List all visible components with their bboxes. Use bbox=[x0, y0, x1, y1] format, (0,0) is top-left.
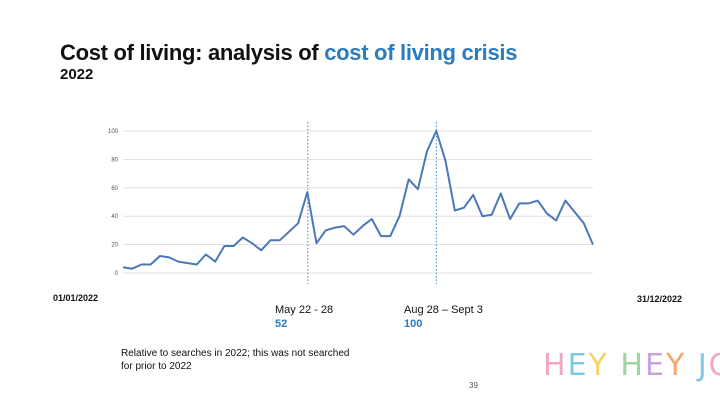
y-tick-label-20: 20 bbox=[111, 243, 118, 249]
slide-title: Cost of living: analysis of cost of livi… bbox=[60, 40, 517, 66]
logo-letter bbox=[609, 348, 621, 383]
title-accent: cost of living crisis bbox=[324, 40, 518, 65]
y-tick-label-0: 0 bbox=[115, 271, 119, 277]
y-tick-label-40: 40 bbox=[111, 214, 118, 220]
logo-letter: J bbox=[697, 348, 709, 383]
title-main: Cost of living: analysis of bbox=[60, 40, 319, 65]
hey-hey-joe-logo: HEY HEY JOE bbox=[543, 348, 720, 383]
slide-subtitle: 2022 bbox=[60, 66, 94, 83]
y-tick-label-80: 80 bbox=[111, 157, 118, 163]
annotation-aug-value: 100 bbox=[404, 318, 423, 330]
logo-letter: Y bbox=[665, 348, 687, 383]
annotation-may-value: 52 bbox=[275, 318, 288, 330]
logo-letter bbox=[686, 348, 698, 383]
logo-letter: E bbox=[644, 348, 666, 383]
annotation-may-label: May 22 - 28 bbox=[275, 304, 334, 316]
logo-letter: H bbox=[543, 348, 568, 383]
footnote: Relative to searches in 2022; this was n… bbox=[121, 348, 350, 372]
annotation-aug-label: Aug 28 – Sept 3 bbox=[404, 304, 483, 316]
page-number: 39 bbox=[469, 381, 478, 390]
y-tick-label-60: 60 bbox=[111, 186, 118, 192]
y-tick-label-100: 100 bbox=[108, 129, 119, 135]
logo-letter: O bbox=[709, 348, 720, 383]
end-date-label: 31/12/2022 bbox=[637, 294, 683, 304]
logo-letter: Y bbox=[588, 348, 609, 383]
logo-letter: E bbox=[567, 348, 589, 383]
annotation-may: May 22 - 28 52 bbox=[275, 303, 333, 331]
logo-letter: H bbox=[620, 348, 645, 383]
annotation-aug: Aug 28 – Sept 3 100 bbox=[404, 303, 483, 331]
start-date-label: 01/01/2022 bbox=[53, 293, 99, 303]
series-line bbox=[122, 130, 594, 270]
